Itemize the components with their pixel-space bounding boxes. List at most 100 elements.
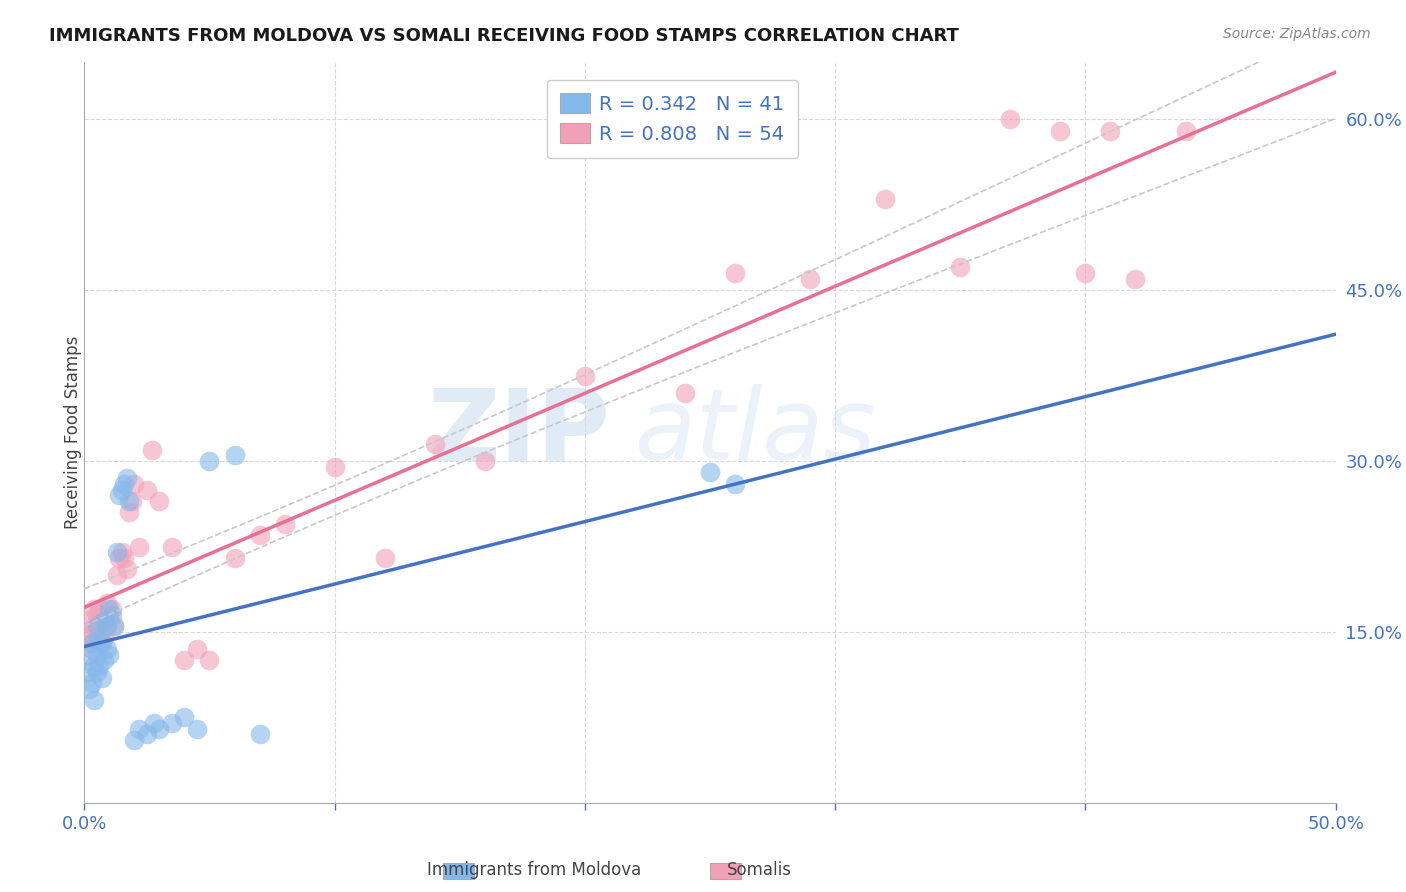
Point: [86, 665, 108, 679]
Point: [799, 272, 821, 286]
Point: [574, 368, 596, 383]
Point: [1000, 112, 1022, 127]
Point: [1074, 266, 1097, 280]
Point: [875, 192, 897, 206]
Point: [474, 454, 496, 468]
Point: [111, 483, 134, 497]
Point: [89, 636, 111, 650]
Point: [198, 653, 221, 667]
Point: [141, 442, 163, 457]
Point: [86, 631, 108, 645]
Point: [374, 550, 396, 565]
Point: [128, 540, 150, 554]
Point: [224, 449, 246, 463]
Point: [93, 607, 115, 622]
Point: [273, 516, 295, 531]
Point: [1125, 272, 1147, 286]
Point: [86, 607, 108, 622]
Point: [249, 528, 271, 542]
Point: [323, 459, 346, 474]
Point: [103, 619, 125, 633]
Point: [148, 494, 170, 508]
Text: Immigrants from Moldova: Immigrants from Moldova: [427, 861, 641, 879]
Point: [115, 562, 138, 576]
Point: [96, 619, 118, 633]
Point: [96, 642, 118, 657]
Point: [79, 624, 101, 639]
Point: [76, 665, 98, 679]
Point: [98, 607, 121, 622]
Point: [101, 607, 124, 622]
Point: [112, 476, 135, 491]
Point: [423, 437, 446, 451]
Text: Somalis: Somalis: [727, 861, 792, 879]
Point: [101, 602, 124, 616]
Text: ZIP: ZIP: [427, 384, 610, 481]
Point: [80, 642, 103, 657]
Point: [96, 597, 118, 611]
Point: [83, 693, 105, 707]
Point: [143, 716, 166, 731]
Point: [186, 642, 208, 657]
Point: [108, 550, 131, 565]
Point: [186, 722, 208, 736]
Point: [160, 540, 183, 554]
Point: [160, 716, 183, 731]
Point: [118, 505, 141, 519]
Point: [98, 602, 121, 616]
Point: [1099, 124, 1122, 138]
Point: [128, 722, 150, 736]
Point: [83, 602, 105, 616]
Point: [89, 659, 111, 673]
Point: [86, 648, 108, 662]
Point: [949, 260, 972, 275]
Point: [80, 676, 103, 690]
Point: [90, 614, 112, 628]
Text: IMMIGRANTS FROM MOLDOVA VS SOMALI RECEIVING FOOD STAMPS CORRELATION CHART: IMMIGRANTS FROM MOLDOVA VS SOMALI RECEIV…: [49, 27, 959, 45]
Text: Source: ZipAtlas.com: Source: ZipAtlas.com: [1223, 27, 1371, 41]
Point: [224, 550, 246, 565]
Y-axis label: Receiving Food Stamps: Receiving Food Stamps: [65, 336, 82, 529]
Point: [1174, 124, 1197, 138]
Point: [111, 545, 134, 559]
Point: [86, 619, 108, 633]
Point: [103, 619, 125, 633]
Point: [136, 483, 159, 497]
Point: [1049, 124, 1071, 138]
Point: [80, 631, 103, 645]
Point: [112, 550, 135, 565]
Point: [124, 476, 146, 491]
Point: [90, 636, 112, 650]
Point: [173, 710, 195, 724]
Point: [699, 466, 721, 480]
Point: [96, 619, 118, 633]
Point: [105, 545, 128, 559]
Text: atlas: atlas: [636, 384, 876, 481]
Point: [83, 659, 105, 673]
Point: [118, 494, 141, 508]
Point: [79, 648, 101, 662]
Point: [724, 266, 747, 280]
Point: [90, 671, 112, 685]
Point: [198, 454, 221, 468]
Point: [79, 681, 101, 696]
Point: [148, 722, 170, 736]
Point: [90, 624, 112, 639]
Point: [93, 653, 115, 667]
Point: [83, 619, 105, 633]
Point: [80, 636, 103, 650]
Point: [121, 494, 143, 508]
Point: [115, 471, 138, 485]
Point: [108, 488, 131, 502]
Point: [98, 648, 121, 662]
Point: [93, 631, 115, 645]
Point: [724, 476, 747, 491]
Point: [249, 727, 271, 741]
Point: [124, 733, 146, 747]
Point: [673, 385, 696, 400]
Point: [93, 614, 115, 628]
Point: [89, 602, 111, 616]
Point: [105, 568, 128, 582]
Point: [136, 727, 159, 741]
Point: [76, 614, 98, 628]
